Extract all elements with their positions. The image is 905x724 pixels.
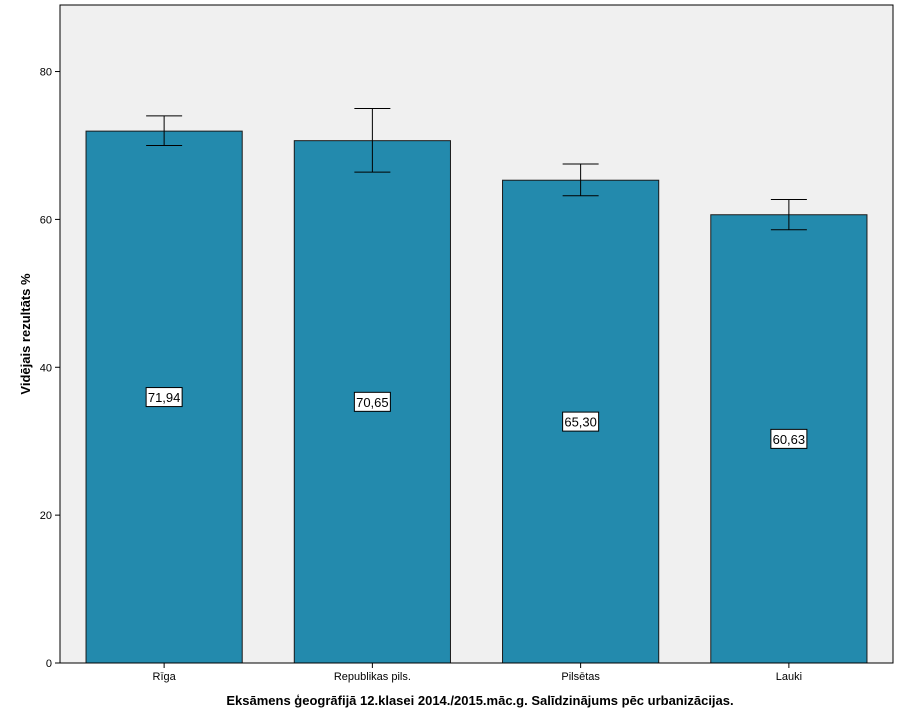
y-tick: 0 <box>46 658 60 670</box>
error-bars-layer <box>146 108 807 231</box>
svg-text:70,65: 70,65 <box>356 395 389 410</box>
y-ticks-layer: 0 20 40 60 80 <box>40 67 60 670</box>
error-bar <box>354 108 391 173</box>
y-tick: 80 <box>40 67 60 79</box>
x-tick-label: Lauki <box>776 671 802 683</box>
data-label: 71,94 <box>145 387 183 408</box>
data-labels-layer: 71,94 70,65 65,30 60,63 <box>145 387 808 449</box>
error-bar <box>562 163 599 197</box>
error-bar <box>146 115 183 146</box>
x-tick-label: Republikas pils. <box>334 671 411 683</box>
y-tick: 60 <box>40 214 60 226</box>
x-tick-label: Rīga <box>153 671 177 683</box>
y-tick-label: 80 <box>40 67 52 79</box>
y-tick-label: 60 <box>40 214 52 226</box>
y-tick-label: 20 <box>40 510 52 522</box>
x-tick: Lauki <box>776 663 802 683</box>
x-tick: Pilsētas <box>561 663 600 683</box>
x-tick: Rīga <box>153 663 177 683</box>
x-ticks-layer: Rīga Republikas pils. Pilsētas Lauki <box>153 663 802 683</box>
y-tick-label: 40 <box>40 362 52 374</box>
y-tick: 20 <box>40 510 60 522</box>
error-bar <box>770 198 807 231</box>
data-label: 70,65 <box>353 391 391 412</box>
x-tick: Republikas pils. <box>334 663 411 683</box>
y-tick-label: 0 <box>46 658 52 670</box>
svg-text:60,63: 60,63 <box>773 432 806 447</box>
y-axis-title: Vidējais rezultāts % <box>18 273 33 395</box>
y-tick: 40 <box>40 362 60 374</box>
data-label: 65,30 <box>562 411 600 432</box>
x-axis-title: Eksāmens ģeogrāfijā 12.klasei 2014./2015… <box>226 693 733 708</box>
svg-text:65,30: 65,30 <box>564 415 597 430</box>
data-label: 60,63 <box>770 428 808 449</box>
svg-text:71,94: 71,94 <box>148 390 181 405</box>
x-tick-label: Pilsētas <box>561 671 600 683</box>
